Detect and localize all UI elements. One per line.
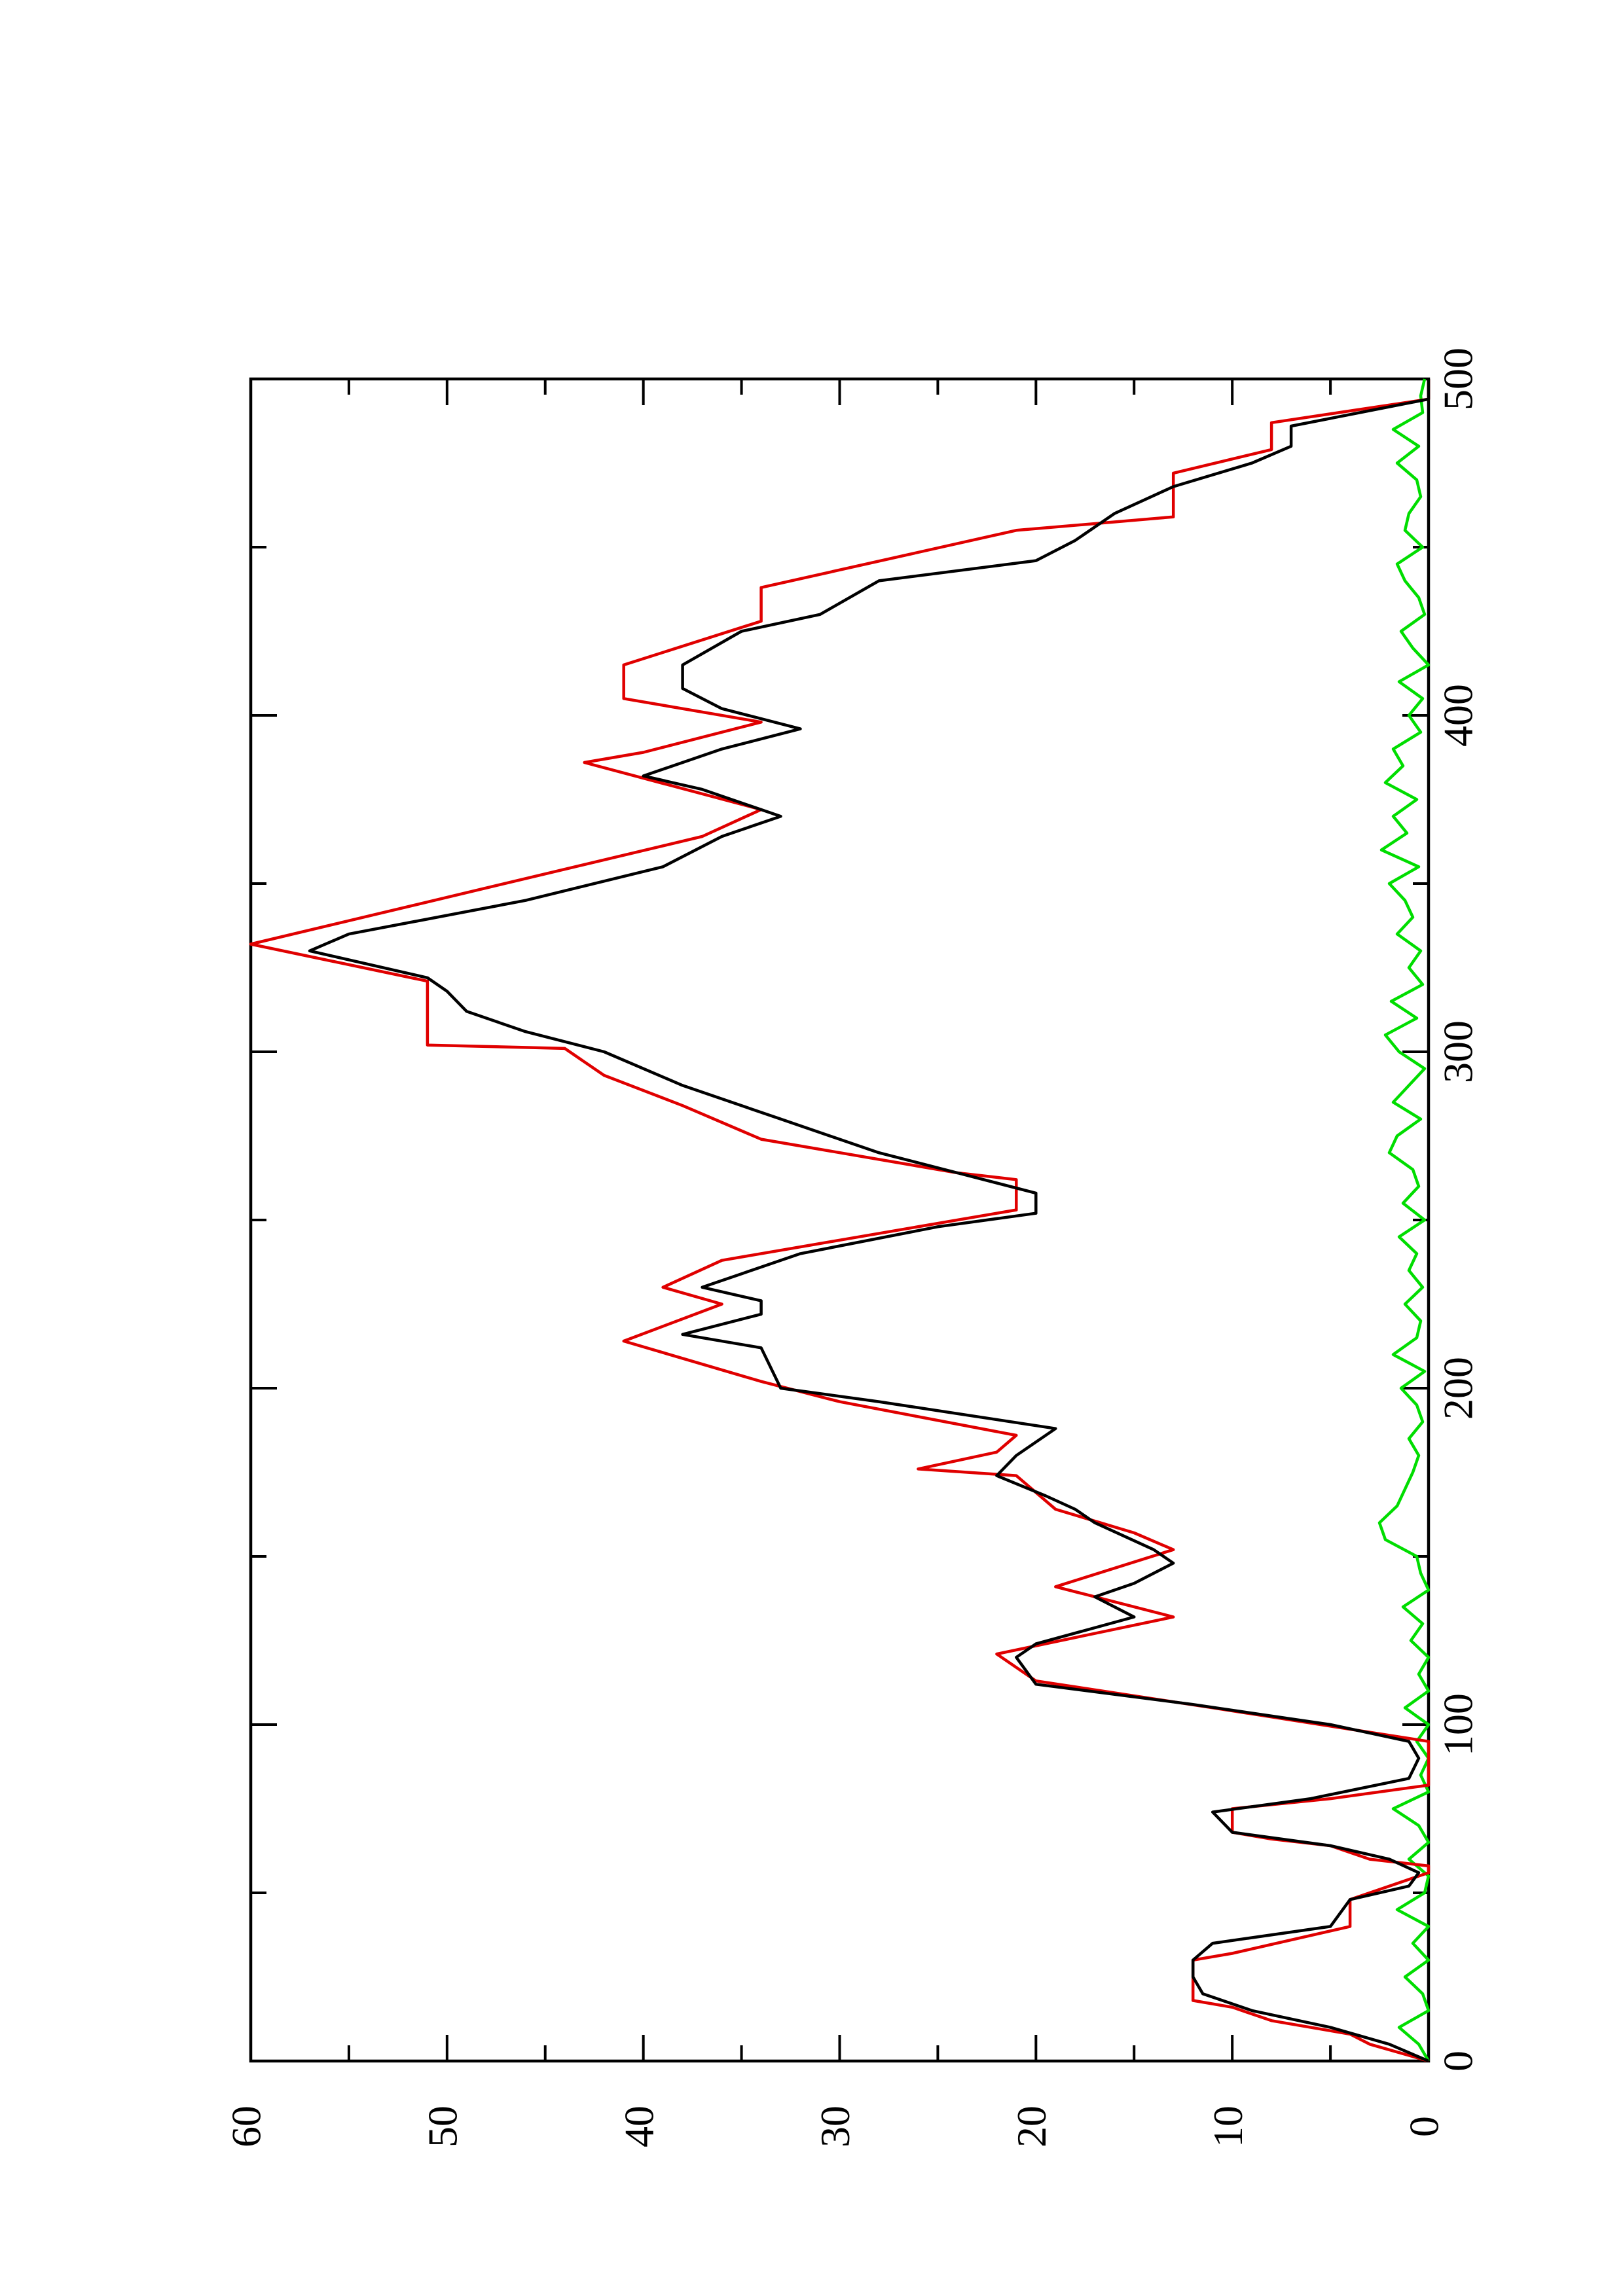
x-tick-label: 100: [1435, 1693, 1482, 1756]
series-line: [1377, 378, 1431, 2062]
y-tick-label: 10: [1205, 2106, 1251, 2147]
x-tick-label: 200: [1435, 1357, 1482, 1420]
y-tick-label: 40: [615, 2106, 662, 2147]
series-line: [308, 379, 1431, 2063]
series-line: [249, 379, 1431, 2063]
y-tick-label: 30: [812, 2106, 858, 2147]
y-tick-label: 20: [1008, 2106, 1055, 2147]
y-tick-label: 0: [1401, 2116, 1448, 2137]
x-tick-label: 0: [1435, 2051, 1482, 2072]
plot-frame: [249, 377, 1431, 2063]
x-tick-label: 500: [1435, 348, 1482, 410]
x-tick-label: 300: [1435, 1020, 1482, 1083]
x-tick-label: 400: [1435, 684, 1482, 747]
y-tick-label: 50: [420, 2106, 466, 2147]
y-tick-label: 60: [223, 2106, 270, 2147]
